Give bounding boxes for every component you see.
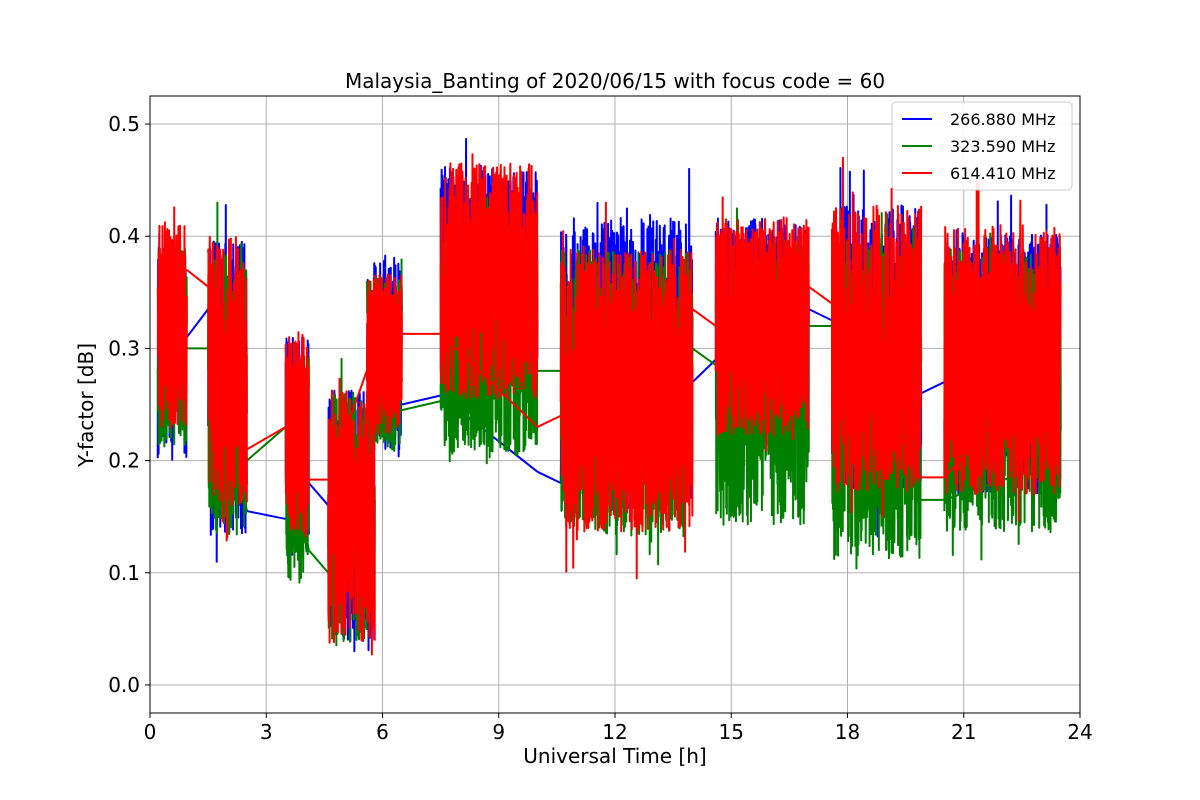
series-0-connector-8 [401, 394, 441, 406]
series-2-connector-2 [207, 286, 248, 450]
x-tick-label: 3 [260, 720, 273, 744]
series-0-connector-5 [308, 482, 330, 507]
y-tick-label: 0.0 [108, 673, 140, 697]
series-2-segment-6 [559, 201, 694, 580]
legend-label-1: 323.590 MHz [950, 137, 1055, 156]
series-1-connector-8 [401, 400, 441, 412]
series-2-connector-7 [374, 332, 403, 350]
series-2-connector-13 [715, 285, 810, 327]
series-0-connector-14 [808, 308, 833, 322]
x-tick-label: 12 [602, 720, 627, 744]
series-2-segment-4 [366, 273, 403, 435]
series-2 [156, 153, 1062, 656]
x-tick-label: 21 [951, 720, 976, 744]
series-2-connector-1 [186, 269, 209, 288]
series-0-connector-10 [537, 470, 562, 484]
axes-layer: 0 3 6 9 12 15 18 21 24 0.0 0.1 0.2 0.3 0.4 0.5 [108, 95, 1093, 744]
x-tick-label: 15 [719, 720, 744, 744]
series-0-connector-1 [186, 308, 209, 338]
legend: 266.880 MHz 323.590 MHz 614.410 MHz [891, 101, 1073, 191]
series-2-segment-2 [284, 331, 310, 538]
series-2-connector-11 [560, 308, 694, 417]
legend-label-2: 614.410 MHz [950, 164, 1055, 183]
y-tick-label: 0.5 [108, 112, 140, 136]
legend-box [891, 101, 1073, 191]
y-tick-label: 0.4 [108, 224, 140, 248]
series-2-connector-10 [537, 414, 562, 428]
x-tick-label: 18 [835, 720, 860, 744]
series-2-connector-6 [327, 348, 376, 480]
series-2-segment-0 [156, 206, 188, 429]
series-2-connector-14 [808, 285, 833, 305]
y-axis-label: Y-factor [dB] [74, 343, 98, 468]
series-2-segment-5 [439, 153, 539, 400]
chart-title: Malaysia_Banting of 2020/06/15 with focu… [345, 69, 885, 93]
x-axis-label: Universal Time [h] [523, 744, 706, 768]
series-layer [156, 137, 1062, 656]
x-tick-label: 24 [1067, 720, 1092, 744]
y-tick-label: 0.2 [108, 449, 140, 473]
y-tick-label: 0.1 [108, 561, 140, 585]
series-2-segment-3 [327, 377, 376, 656]
series-2-connector-3 [246, 426, 287, 451]
series-2-segment-9 [943, 179, 1062, 522]
series-2-connector-9 [439, 333, 539, 428]
series-2-segment-7 [714, 196, 810, 453]
series-2-connector-15 [831, 303, 923, 478]
series-0-connector-3 [246, 510, 286, 520]
series-2-connector-12 [691, 308, 717, 327]
y-tick-label: 0.3 [108, 336, 140, 360]
series-2-segment-1 [207, 235, 248, 542]
series-1-connector-12 [691, 347, 717, 367]
x-tick-label: 9 [492, 720, 505, 744]
x-tick-label: 6 [376, 720, 389, 744]
series-1-connector-3 [246, 426, 287, 462]
x-tick-label: 0 [144, 720, 157, 744]
series-1-connector-5 [308, 549, 330, 574]
series-0-connector-16 [920, 381, 945, 395]
series-2-connector-17 [943, 347, 1062, 479]
legend-label-0: 266.880 MHz [950, 110, 1055, 129]
series-2-connector-4 [284, 426, 310, 481]
